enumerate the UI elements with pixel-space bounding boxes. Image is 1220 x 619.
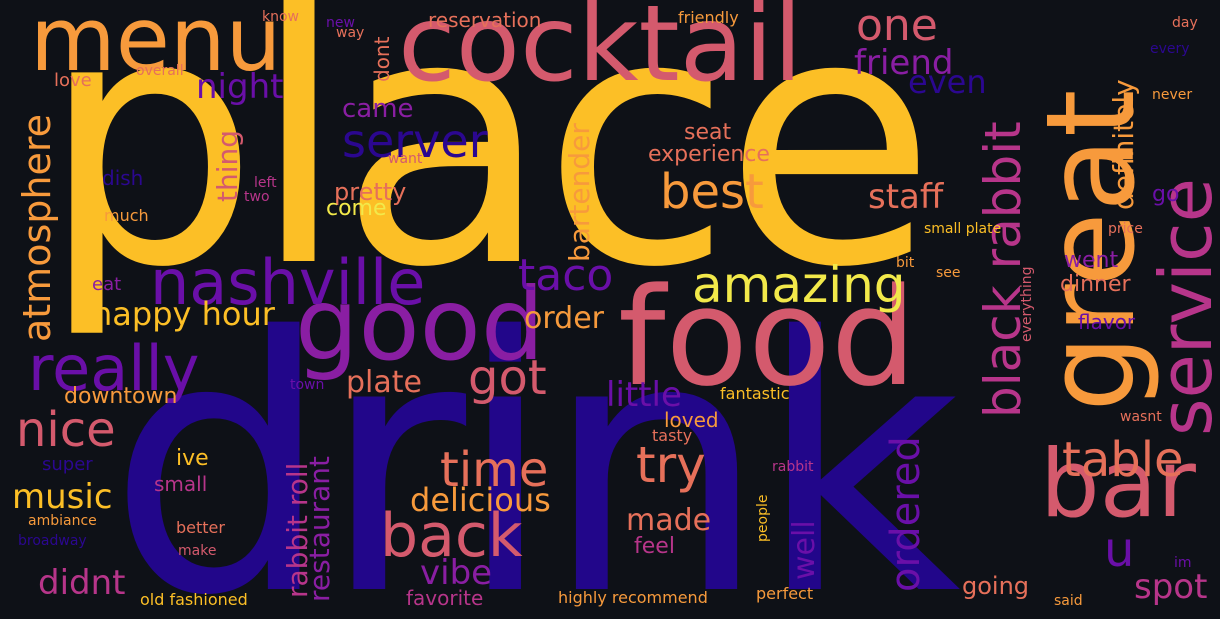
word-best: best — [660, 164, 764, 220]
word-experience: experience — [648, 142, 770, 167]
word-nice: nice — [16, 402, 116, 458]
word-menu: menu — [30, 0, 282, 91]
word-price: price — [1108, 221, 1143, 237]
word-good: good — [295, 266, 545, 383]
word-downtown: downtown — [64, 384, 178, 409]
word-made: made — [626, 503, 712, 538]
word-went: went — [1064, 248, 1119, 273]
word-flavor: flavor — [1078, 310, 1136, 334]
word-ordered: ordered — [883, 436, 929, 592]
word-table: table — [1062, 432, 1184, 488]
word-highly-recommend: highly recommend — [558, 588, 708, 607]
word-try: try — [636, 436, 706, 494]
word-two: two — [244, 189, 270, 205]
word-small-plate: small plate — [924, 221, 1002, 237]
word-tasty: tasty — [652, 426, 693, 445]
word-favorite: favorite — [406, 586, 484, 610]
word-really: really — [28, 332, 200, 405]
word-fantastic: fantastic — [720, 384, 790, 403]
word-wasnt: wasnt — [1120, 409, 1162, 425]
word-definitely: definitely — [1107, 79, 1140, 210]
word-place: place — [40, 0, 936, 343]
word-atmosphere: atmosphere — [15, 114, 59, 342]
word-got: got — [468, 350, 547, 406]
word-better: better — [176, 518, 225, 537]
word-seat: seat — [684, 120, 732, 145]
word-left: left — [254, 175, 277, 191]
word-u: u — [1104, 522, 1135, 578]
word-broadway: broadway — [18, 533, 87, 549]
word-nashville: nashville — [150, 246, 426, 319]
word-pretty: pretty — [334, 178, 407, 206]
word-food: food — [618, 259, 917, 416]
word-drink: drink — [108, 263, 961, 619]
word-come: come — [326, 196, 387, 221]
word-music: music — [12, 477, 113, 517]
word-said: said — [1054, 593, 1083, 609]
word-know: know — [262, 9, 299, 25]
word-didnt: didnt — [38, 563, 126, 603]
word-amazing: amazing — [692, 256, 906, 314]
word-people: people — [755, 494, 771, 542]
word-plate: plate — [346, 365, 422, 400]
word-happy-hour: happy hour — [92, 295, 275, 333]
word-came: came — [342, 94, 414, 124]
word-order: order — [524, 301, 604, 336]
word-time: time — [440, 442, 549, 498]
word-friendly: friendly — [678, 8, 739, 27]
word-town: town — [290, 377, 325, 393]
word-im: im — [1174, 555, 1192, 571]
word-dish: dish — [102, 166, 144, 190]
word-dont: dont — [370, 36, 394, 82]
word-going: going — [962, 572, 1030, 600]
word-restaurant: restaurant — [303, 456, 336, 602]
word-spot: spot — [1134, 567, 1208, 607]
word-new: new — [326, 15, 355, 31]
word-ambiance: ambiance — [28, 513, 97, 529]
word-everything: everything — [1019, 266, 1035, 342]
word-go: go — [1152, 182, 1180, 207]
word-thing: thing — [211, 129, 244, 202]
word-overall: overall — [136, 63, 184, 79]
word-every: every — [1150, 41, 1190, 57]
word-feel: feel — [634, 534, 675, 559]
word-old-fashioned: old fashioned — [140, 590, 248, 609]
word-ive: ive — [176, 446, 209, 471]
word-love: love — [54, 70, 92, 91]
word-never: never — [1152, 87, 1193, 103]
word-cocktail: cocktail — [398, 0, 803, 105]
word-want: want — [388, 151, 423, 167]
word-even: even — [908, 63, 987, 101]
word-vibe: vibe — [420, 553, 493, 593]
word-delicious: delicious — [410, 481, 551, 519]
word-perfect: perfect — [756, 584, 814, 603]
word-well: well — [787, 520, 822, 580]
word-see: see — [936, 265, 961, 281]
word-back: back — [380, 501, 523, 571]
word-little: little — [606, 375, 682, 415]
word-bit: bit — [896, 255, 915, 271]
word-day: day — [1172, 15, 1198, 31]
word-loved: loved — [664, 408, 719, 432]
word-make: make — [178, 543, 217, 559]
word-friend: friend — [854, 43, 954, 83]
word-super: super — [42, 454, 93, 475]
word-eat: eat — [92, 274, 122, 295]
word-server: server — [342, 114, 488, 168]
word-taco: taco — [518, 250, 614, 301]
word-bartender: bartender — [563, 123, 596, 262]
word-dinner: dinner — [1060, 272, 1131, 297]
word-one: one — [856, 0, 938, 51]
word-night: night — [196, 67, 284, 107]
word-way: way — [336, 25, 365, 41]
word-rabbit: rabbit — [772, 459, 814, 475]
word-small: small — [154, 472, 208, 496]
word-reservation: reservation — [428, 8, 542, 32]
word-staff: staff — [868, 177, 944, 217]
word-bar: bar — [1040, 430, 1196, 539]
word-much: much — [104, 206, 149, 225]
word-service: service — [1144, 178, 1220, 436]
